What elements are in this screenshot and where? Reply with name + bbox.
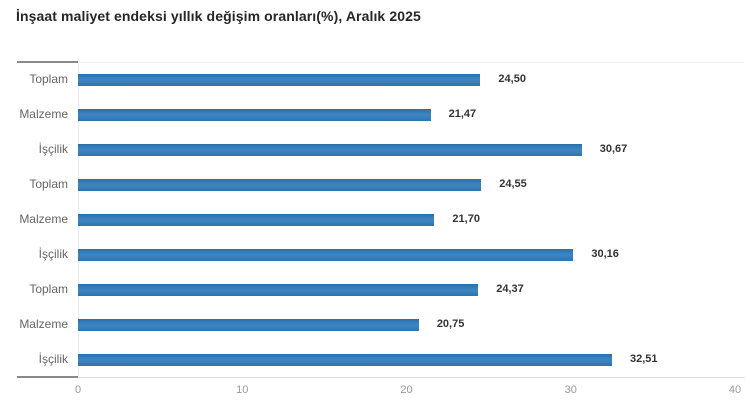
category-label: İşçilik bbox=[38, 142, 68, 156]
plot-top-border bbox=[78, 62, 745, 63]
bar[interactable] bbox=[78, 178, 482, 191]
y-label-column-bottom-border bbox=[17, 376, 78, 378]
chart-title: İnşaat maliyet endeksi yıllık değişim or… bbox=[16, 8, 421, 24]
bar[interactable] bbox=[78, 248, 574, 261]
value-label: 24,37 bbox=[496, 283, 524, 295]
x-tick-label: 10 bbox=[236, 384, 249, 396]
category-label: Toplam bbox=[29, 72, 68, 86]
category-label: Malzeme bbox=[19, 317, 68, 331]
category-label: Toplam bbox=[29, 177, 68, 191]
value-label: 21,70 bbox=[452, 213, 480, 225]
category-label: Malzeme bbox=[19, 107, 68, 121]
value-label: 30,67 bbox=[599, 143, 628, 155]
value-label: 20,75 bbox=[436, 318, 465, 330]
value-label: 30,16 bbox=[591, 248, 619, 260]
x-tick-label: 40 bbox=[728, 384, 742, 396]
x-tick-label: 0 bbox=[74, 384, 82, 396]
y-label-column-top-border bbox=[17, 61, 78, 63]
bar[interactable] bbox=[78, 353, 612, 366]
category-label: Toplam bbox=[29, 282, 68, 296]
category-label: İşçilik bbox=[38, 352, 68, 366]
value-label: 32,51 bbox=[629, 353, 658, 365]
value-label: 24,55 bbox=[499, 178, 527, 190]
bar[interactable] bbox=[78, 283, 479, 296]
value-label: 24,50 bbox=[498, 73, 526, 85]
x-tick-label: 20 bbox=[400, 384, 413, 396]
category-label: Malzeme bbox=[19, 212, 68, 226]
bar[interactable] bbox=[78, 318, 419, 331]
bar[interactable] bbox=[78, 108, 431, 121]
category-label: İşçilik bbox=[38, 247, 68, 261]
x-tick-label: 30 bbox=[564, 384, 577, 396]
x-axis-line bbox=[78, 377, 745, 378]
bar[interactable] bbox=[78, 143, 582, 156]
bar[interactable] bbox=[78, 213, 435, 226]
bar[interactable] bbox=[78, 73, 481, 86]
value-label: 21,47 bbox=[448, 108, 477, 120]
